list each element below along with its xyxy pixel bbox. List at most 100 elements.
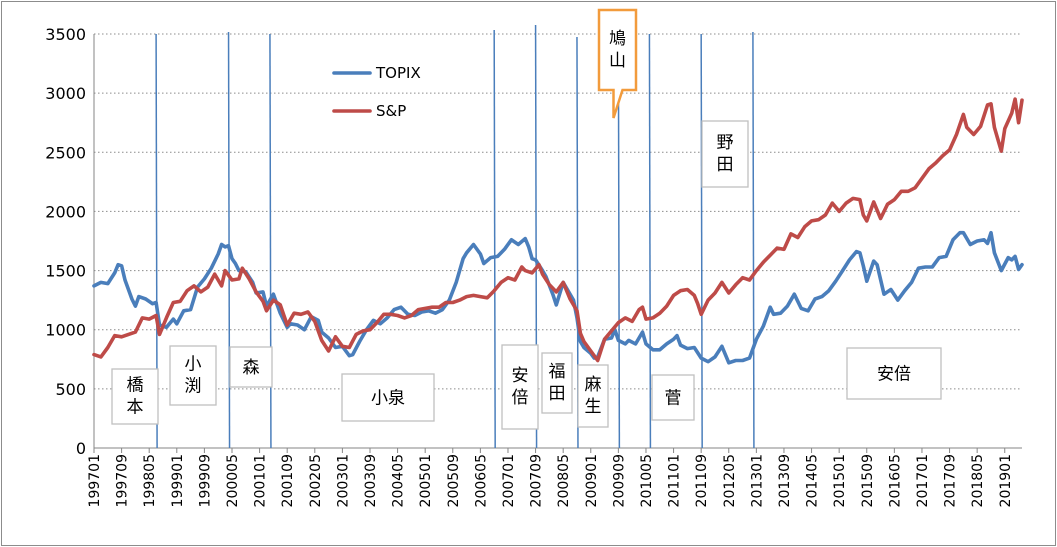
pm-label-char: 本 (127, 398, 144, 418)
pm-label-char: 野 (717, 133, 734, 153)
pm-label-box (577, 364, 609, 428)
x-tick-label: 200101 (253, 454, 269, 507)
y-tick-label: 500 (55, 380, 86, 399)
x-tick-label: 201309 (777, 454, 793, 507)
legend: TOPIX S&P (332, 64, 421, 120)
series-line-topix (92, 230, 1024, 365)
pm-label-text: 安倍 (877, 365, 911, 385)
x-tick-label: 200205 (308, 454, 324, 507)
legend-label-topix: TOPIX (375, 64, 421, 82)
pm-label-char: 橋 (127, 376, 144, 396)
pm-label-char: 田 (549, 384, 566, 404)
pm-term-divider (752, 31, 755, 449)
x-tick-label: 200701 (501, 454, 517, 507)
x-tick-label: 201205 (722, 454, 738, 507)
pm-label-char: 福 (549, 362, 566, 382)
y-tick-label: 1000 (45, 321, 86, 340)
pm-term-divider (493, 29, 496, 449)
pm-label-text: 麻生 (576, 350, 610, 370)
pm-label-box (229, 346, 273, 388)
y-tick-label: 3000 (45, 84, 86, 103)
pm-label-char: 生 (585, 397, 602, 417)
x-tick-label: 199901 (170, 454, 186, 507)
pm-label-box (541, 352, 573, 414)
pm-label-box (846, 347, 942, 400)
pm-label-char: 田 (717, 155, 734, 175)
pm-label-char: 倍 (512, 388, 529, 408)
x-tick-label: 201405 (805, 454, 821, 507)
pm-label-text: 森 (243, 358, 260, 378)
x-tick-label: 200405 (391, 454, 407, 507)
pm-term-divider (700, 33, 703, 449)
pm-label-char: 山 (609, 51, 626, 71)
x-tick-label: 200605 (473, 454, 489, 507)
x-tick-label: 200309 (363, 454, 379, 507)
series-lines (92, 97, 1024, 365)
pm-label-box (651, 374, 695, 421)
pm-label-text: 菅 (665, 389, 682, 409)
pm-label-char: 麻 (585, 375, 602, 395)
y-axis: 0 500 1000 1500 2000 2500 3000 3500 (45, 25, 1022, 458)
pm-label-kan: 菅 (651, 374, 695, 421)
pm-label-box (701, 120, 749, 188)
x-tick-label: 199805 (142, 454, 158, 507)
y-tick-label: 2500 (45, 143, 86, 162)
pm-label-char: 安 (512, 366, 529, 386)
x-tick-label: 199701 (87, 454, 103, 507)
y-tick-label: 2000 (45, 202, 86, 221)
pm-label-text: 小渕 (176, 331, 210, 351)
x-tick-label: 201805 (970, 454, 986, 507)
pm-label-text: 安倍 (503, 330, 537, 350)
x-tick-label: 200109 (280, 454, 296, 507)
legend-label-sp: S&P (376, 102, 406, 120)
pm-label-text: 福田 (540, 338, 574, 358)
pm-label-box (169, 345, 217, 406)
pm-label-text: 鳩山 (601, 2, 635, 15)
x-tick-label: 201709 (943, 454, 959, 507)
pm-label-mori: 森 (229, 346, 273, 388)
x-tick-label: 201109 (694, 454, 710, 507)
x-tick-label: 201605 (887, 454, 903, 507)
x-tick-label: 199709 (115, 454, 131, 507)
gridlines (94, 33, 1022, 390)
x-tick-label: 201005 (639, 454, 655, 507)
pm-label-box (341, 373, 435, 422)
x-tick-label: 200301 (335, 454, 351, 507)
x-tick-label: 200901 (584, 454, 600, 507)
x-tick-label: 199909 (197, 454, 213, 507)
pm-term-divider (648, 33, 652, 449)
x-tick-label: 200909 (611, 454, 627, 507)
pm-label-char: 鳩 (609, 29, 626, 49)
series-line-sp (92, 97, 1024, 363)
pm-label-text: 小泉 (371, 389, 405, 409)
pm-label-abe2: 安倍 (846, 347, 942, 400)
x-tick-label: 200805 (556, 454, 572, 507)
x-tick-label: 200005 (225, 454, 241, 507)
x-tick-label: 201501 (832, 454, 848, 507)
pm-label-text: 野田 (708, 106, 742, 126)
x-tick-label: 201101 (667, 454, 683, 507)
pm-label-koizumi: 小泉 (341, 373, 435, 422)
x-tick-label: 201901 (998, 454, 1014, 507)
x-tick-label: 201301 (749, 454, 765, 507)
y-tick-label: 1500 (45, 262, 86, 281)
x-tick-label: 201701 (915, 454, 931, 507)
pm-label-char: 小 (185, 355, 202, 375)
x-tick-label: 200501 (418, 454, 434, 507)
y-tick-label: 0 (76, 439, 86, 458)
pm-label-char: 渕 (185, 377, 202, 397)
x-tick-label: 201509 (860, 454, 876, 507)
x-tick-label: 200509 (446, 454, 462, 507)
x-tick-label: 200709 (529, 454, 545, 507)
pm-label-text: 橋本 (118, 354, 152, 374)
pm-label-box (501, 344, 539, 430)
